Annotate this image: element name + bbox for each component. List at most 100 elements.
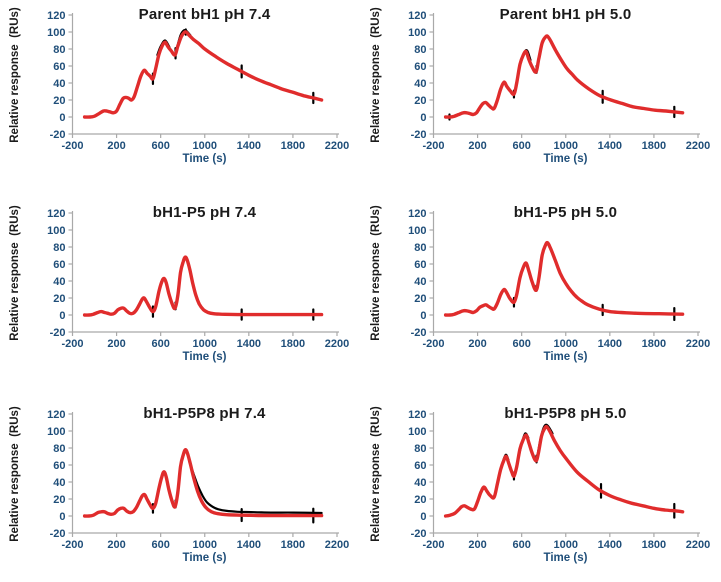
y-tick-label: -20 [411, 129, 427, 141]
x-tick-label: 1800 [281, 539, 305, 551]
y-tick-label: 80 [414, 443, 426, 455]
x-tick-label: 1800 [642, 539, 666, 551]
x-tick-label: -200 [61, 539, 83, 551]
x-tick-label: 600 [512, 140, 530, 152]
data-curve-segment [188, 460, 323, 515]
y-tick-label: 80 [53, 443, 65, 455]
x-tick-label: 2200 [686, 338, 710, 350]
x-tick-label: -200 [61, 338, 83, 350]
x-tick-label: 600 [151, 338, 169, 350]
x-tick-label: 2200 [686, 539, 710, 551]
y-tick-label: 20 [53, 494, 65, 506]
y-tick-label: 20 [53, 293, 65, 305]
x-tick-label: 1800 [281, 338, 305, 350]
x-axis-title: Time (s) [182, 153, 227, 165]
x-tick-label: 600 [151, 539, 169, 551]
y-tick-label: 80 [53, 242, 65, 254]
y-tick-label: 0 [420, 310, 426, 322]
fit-curve [443, 34, 685, 119]
x-axis-title: Time (s) [182, 552, 227, 564]
x-tick-label: -200 [422, 140, 444, 152]
y-tick-label: -20 [50, 528, 66, 540]
y-tick-label: 20 [414, 494, 426, 506]
y-tick-label: 60 [414, 460, 426, 472]
fit-curve [82, 255, 324, 317]
x-axis-title: Time (s) [543, 153, 588, 165]
y-tick-label: 120 [408, 10, 426, 22]
x-axis-title: Time (s) [543, 552, 588, 564]
chart-title: Parent bH1 pH 5.0 [499, 6, 632, 23]
x-tick-label: 200 [468, 539, 486, 551]
chart-bh1-p5p8-ph7-4: -20 0 20 40 60 80 100 120 -200 200 600 1000 1400 1800… [0, 399, 360, 582]
y-tick-label: 40 [414, 78, 426, 90]
x-tick-label: 1000 [193, 140, 217, 152]
y-tick-label: -20 [411, 528, 427, 540]
x-tick-label: 1000 [193, 338, 217, 350]
x-tick-label: 1400 [237, 539, 261, 551]
fit-curve [443, 424, 685, 518]
y-tick-label: 100 [47, 225, 65, 237]
y-tick-label: 80 [53, 44, 65, 56]
y-axis-title: Relative response (RUs) [9, 205, 21, 341]
y-tick-label: 40 [53, 78, 65, 90]
x-tick-label: 1800 [642, 338, 666, 350]
x-axis-title: Time (s) [182, 351, 227, 363]
chart-title: bH1-P5 pH 7.4 [152, 204, 257, 221]
x-tick-label: 1400 [237, 338, 261, 350]
chart-parent-bh1-ph5-0: -20 0 20 40 60 80 100 120 -200 200 600 1000 1400 1800… [361, 0, 721, 183]
y-tick-label: 120 [47, 208, 65, 220]
chart-title: Parent bH1 pH 7.4 [138, 6, 271, 23]
x-tick-label: 1400 [598, 140, 622, 152]
x-tick-label: 2200 [325, 338, 349, 350]
y-tick-label: 20 [414, 293, 426, 305]
chart-bh1-p5-ph7-4: -20 0 20 40 60 80 100 120 -200 200 600 1000 1400 1800… [0, 198, 360, 381]
y-tick-label: 0 [59, 310, 65, 322]
y-tick-label: 100 [408, 225, 426, 237]
x-tick-label: 200 [107, 338, 125, 350]
y-axis-title: Relative response (RUs) [370, 7, 382, 143]
y-axis-title: Relative response (RUs) [370, 406, 382, 542]
x-tick-label: 1400 [598, 338, 622, 350]
y-tick-label: 40 [53, 276, 65, 288]
chart-bh1-p5p8-ph5-0: -20 0 20 40 60 80 100 120 -200 200 600 1000 1400 1800… [361, 399, 721, 582]
y-tick-label: 0 [420, 511, 426, 523]
x-tick-label: 1000 [554, 338, 578, 350]
y-tick-label: 120 [408, 409, 426, 421]
y-tick-label: 60 [53, 61, 65, 73]
chart-title: bH1-P5P8 pH 7.4 [143, 405, 266, 422]
y-tick-label: 20 [414, 95, 426, 107]
y-tick-label: 60 [53, 460, 65, 472]
chart-parent-bh1-ph7-4: -20 0 20 40 60 80 100 120 -200 200 600 1000 1400 1800… [0, 0, 360, 183]
y-tick-label: 60 [414, 61, 426, 73]
x-tick-label: 1800 [281, 140, 305, 152]
x-tick-label: 600 [512, 539, 530, 551]
x-tick-label: 2200 [325, 140, 349, 152]
x-tick-label: 200 [107, 140, 125, 152]
y-tick-label: 60 [53, 259, 65, 271]
x-tick-label: 200 [107, 539, 125, 551]
y-tick-label: 120 [408, 208, 426, 220]
x-tick-label: 1000 [554, 140, 578, 152]
y-tick-label: 100 [47, 27, 65, 39]
y-tick-label: 120 [47, 10, 65, 22]
y-tick-label: 100 [408, 426, 426, 438]
x-tick-label: -200 [61, 140, 83, 152]
x-tick-label: 1000 [554, 539, 578, 551]
x-tick-label: 2200 [686, 140, 710, 152]
y-tick-label: 60 [414, 259, 426, 271]
y-axis-title: Relative response (RUs) [370, 205, 382, 341]
fit-curve [443, 240, 685, 317]
x-tick-label: 1000 [193, 539, 217, 551]
y-tick-label: 40 [414, 477, 426, 489]
y-tick-label: 100 [47, 426, 65, 438]
y-tick-label: 0 [59, 112, 65, 124]
x-tick-label: 200 [468, 338, 486, 350]
y-tick-label: -20 [50, 327, 66, 339]
y-tick-label: 40 [414, 276, 426, 288]
